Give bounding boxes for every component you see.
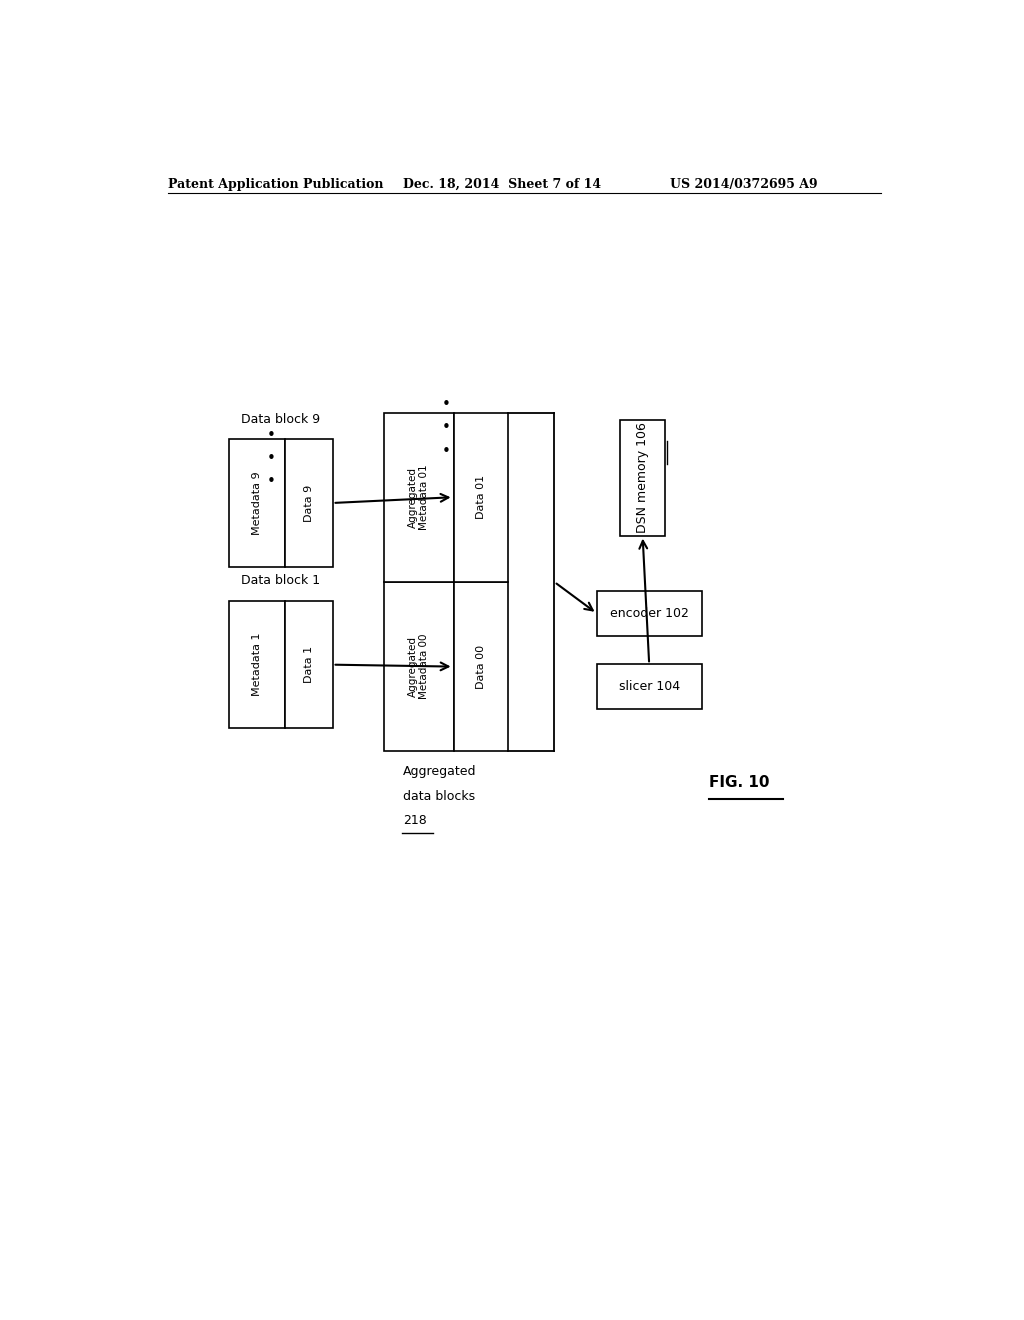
Text: US 2014/0372695 A9: US 2014/0372695 A9 <box>671 178 818 190</box>
Text: •: • <box>267 474 275 490</box>
Bar <box>228 601 285 729</box>
Text: Aggregated
Metadata 01: Aggregated Metadata 01 <box>408 465 429 531</box>
Bar <box>597 591 701 636</box>
Text: Aggregated
Metadata 00: Aggregated Metadata 00 <box>408 634 429 700</box>
Text: Aggregated: Aggregated <box>403 766 476 779</box>
Text: DSN memory 106: DSN memory 106 <box>636 422 649 533</box>
Text: •: • <box>441 397 451 412</box>
Bar <box>454 413 508 582</box>
Bar <box>597 664 701 709</box>
Text: Data block 1: Data block 1 <box>241 574 321 587</box>
Bar <box>228 440 285 566</box>
Text: •: • <box>267 428 275 444</box>
Text: •: • <box>267 451 275 466</box>
Text: Data block 9: Data block 9 <box>241 413 321 425</box>
Bar <box>384 582 454 751</box>
Text: data blocks: data blocks <box>403 789 475 803</box>
Bar <box>285 440 333 566</box>
Text: slicer 104: slicer 104 <box>618 680 680 693</box>
Text: Data 00: Data 00 <box>475 644 485 689</box>
Text: •: • <box>441 420 451 436</box>
Text: Metadata 9: Metadata 9 <box>252 471 262 535</box>
Bar <box>285 601 333 729</box>
Bar <box>621 420 665 536</box>
Text: Data 1: Data 1 <box>303 645 313 684</box>
Text: Data 9: Data 9 <box>303 484 313 521</box>
Text: FIG. 10: FIG. 10 <box>710 775 770 789</box>
Bar <box>384 413 454 582</box>
Text: Patent Application Publication: Patent Application Publication <box>168 178 384 190</box>
Text: Data 01: Data 01 <box>475 475 485 519</box>
Bar <box>454 582 508 751</box>
Text: •: • <box>441 444 451 458</box>
Text: Dec. 18, 2014  Sheet 7 of 14: Dec. 18, 2014 Sheet 7 of 14 <box>403 178 601 190</box>
Text: Metadata 1: Metadata 1 <box>252 632 262 697</box>
Text: encoder 102: encoder 102 <box>609 607 688 620</box>
Text: 218: 218 <box>403 814 427 828</box>
